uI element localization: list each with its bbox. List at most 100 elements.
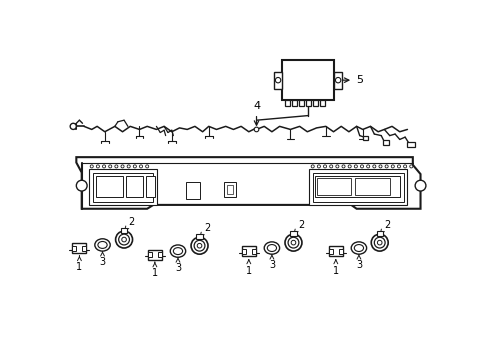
Circle shape xyxy=(410,165,413,168)
Bar xyxy=(317,178,351,195)
Bar xyxy=(339,249,343,254)
Circle shape xyxy=(115,165,118,168)
Bar xyxy=(408,142,415,147)
Circle shape xyxy=(391,165,394,168)
Bar xyxy=(329,247,343,256)
Circle shape xyxy=(254,127,259,132)
Bar xyxy=(224,182,237,197)
Circle shape xyxy=(371,234,388,251)
Circle shape xyxy=(146,165,149,168)
Circle shape xyxy=(377,240,382,245)
Ellipse shape xyxy=(95,239,110,251)
Circle shape xyxy=(404,165,407,168)
Text: 1: 1 xyxy=(333,260,339,276)
Circle shape xyxy=(116,231,132,248)
Circle shape xyxy=(140,165,143,168)
Bar xyxy=(196,234,203,239)
Bar xyxy=(309,169,408,205)
Circle shape xyxy=(121,165,124,168)
Bar xyxy=(148,252,152,257)
Bar xyxy=(242,249,246,254)
Text: 2: 2 xyxy=(199,223,210,237)
Bar xyxy=(274,72,282,89)
Circle shape xyxy=(415,180,426,191)
Ellipse shape xyxy=(354,244,364,252)
Bar xyxy=(89,169,157,205)
Circle shape xyxy=(342,165,345,168)
Circle shape xyxy=(76,180,87,191)
Circle shape xyxy=(367,165,370,168)
Text: 5: 5 xyxy=(343,75,363,85)
Text: 3: 3 xyxy=(356,255,362,270)
Circle shape xyxy=(354,165,357,168)
Text: 1: 1 xyxy=(246,260,252,276)
Circle shape xyxy=(191,237,208,254)
Text: 2: 2 xyxy=(380,220,391,234)
Ellipse shape xyxy=(171,245,186,257)
Circle shape xyxy=(122,237,126,242)
Bar xyxy=(319,100,325,105)
Circle shape xyxy=(330,165,333,168)
Circle shape xyxy=(373,165,376,168)
Circle shape xyxy=(70,123,76,130)
Text: 1: 1 xyxy=(76,256,82,271)
Bar xyxy=(73,243,86,253)
Circle shape xyxy=(275,77,281,83)
Circle shape xyxy=(374,237,385,248)
Bar xyxy=(334,72,342,89)
Bar xyxy=(285,100,291,105)
Bar xyxy=(313,100,318,105)
Circle shape xyxy=(109,165,112,168)
Circle shape xyxy=(348,165,351,168)
Bar xyxy=(329,249,333,254)
Ellipse shape xyxy=(173,248,183,255)
Bar xyxy=(363,136,368,140)
Bar xyxy=(355,178,390,195)
Bar xyxy=(146,176,155,197)
Bar xyxy=(313,172,404,202)
Bar xyxy=(227,185,233,194)
Bar xyxy=(252,249,256,254)
Text: 3: 3 xyxy=(175,257,181,273)
Circle shape xyxy=(397,165,400,168)
Bar xyxy=(315,176,400,197)
Circle shape xyxy=(119,234,129,245)
Circle shape xyxy=(291,240,296,245)
Circle shape xyxy=(133,165,136,168)
Circle shape xyxy=(197,243,202,248)
Bar xyxy=(186,182,199,199)
Text: 4: 4 xyxy=(253,101,260,125)
Circle shape xyxy=(336,77,341,83)
Ellipse shape xyxy=(351,242,367,254)
Bar xyxy=(282,60,334,100)
Text: 1: 1 xyxy=(152,262,158,278)
Circle shape xyxy=(97,165,99,168)
Circle shape xyxy=(311,165,314,168)
Ellipse shape xyxy=(98,242,107,248)
Circle shape xyxy=(385,165,388,168)
Bar xyxy=(292,100,297,105)
Circle shape xyxy=(318,165,320,168)
Circle shape xyxy=(361,165,364,168)
Bar xyxy=(377,231,383,236)
Bar xyxy=(291,231,296,236)
Circle shape xyxy=(90,165,93,168)
Ellipse shape xyxy=(268,244,276,252)
Circle shape xyxy=(336,165,339,168)
Bar xyxy=(148,249,162,260)
Bar xyxy=(299,100,304,105)
Bar xyxy=(121,228,127,233)
Bar xyxy=(96,176,122,197)
Circle shape xyxy=(288,237,299,248)
Circle shape xyxy=(127,165,130,168)
Bar xyxy=(125,176,143,197)
Text: 2: 2 xyxy=(294,220,304,234)
Bar xyxy=(158,252,162,257)
Text: 3: 3 xyxy=(99,251,105,267)
Circle shape xyxy=(285,234,302,251)
Circle shape xyxy=(194,240,205,251)
Text: 3: 3 xyxy=(269,255,275,270)
Bar xyxy=(73,246,76,251)
Bar xyxy=(93,172,153,202)
Bar xyxy=(306,100,311,105)
